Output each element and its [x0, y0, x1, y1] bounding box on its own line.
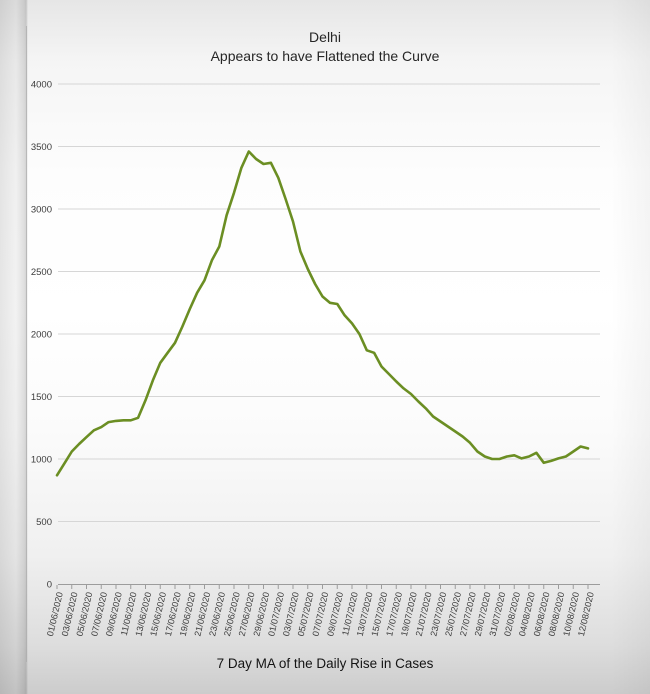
y-axis-tick-label: 3000 [31, 205, 52, 216]
chart-title: Delhi [309, 29, 341, 45]
series-line-7day-ma [55, 150, 590, 477]
chart-title-block: Delhi Appears to have Flattened the Curv… [0, 28, 650, 66]
y-axis-tick-label: 500 [36, 517, 52, 528]
y-axis-tick-label: 2000 [31, 330, 52, 341]
y-axis-tick-label: 4000 [31, 80, 52, 91]
chart-subtitle: Appears to have Flattened the Curve [210, 48, 440, 64]
page-edge-line [26, 26, 27, 662]
y-axis-tick-label: 0 [47, 580, 52, 591]
y-axis-tick-label: 3500 [31, 142, 52, 153]
y-axis-tick-label: 1500 [31, 392, 52, 403]
y-axis-tick-label: 1000 [31, 455, 52, 466]
chart-caption: 7 Day MA of the Daily Rise in Cases [216, 656, 434, 671]
y-axis-tick-label: 2500 [31, 267, 52, 278]
